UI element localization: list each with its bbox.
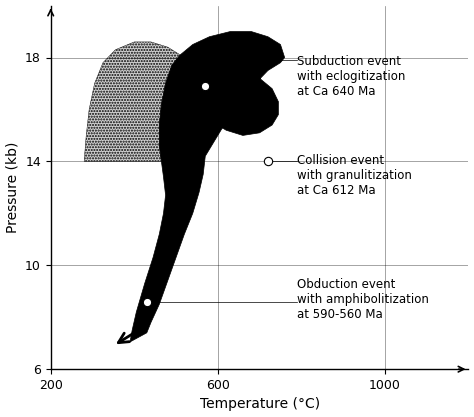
Y-axis label: Pressure (kb): Pressure (kb) — [6, 142, 19, 233]
Text: Collision event
with granulitization
at Ca 612 Ma: Collision event with granulitization at … — [297, 153, 412, 196]
Polygon shape — [84, 42, 180, 161]
PathPatch shape — [130, 32, 285, 342]
X-axis label: Temperature (°C): Temperature (°C) — [200, 397, 319, 412]
Text: Obduction event
with amphibolitization
at 590-560 Ma: Obduction event with amphibolitization a… — [297, 278, 429, 321]
Text: Subduction event
with eclogitization
at Ca 640 Ma: Subduction event with eclogitization at … — [297, 55, 406, 98]
